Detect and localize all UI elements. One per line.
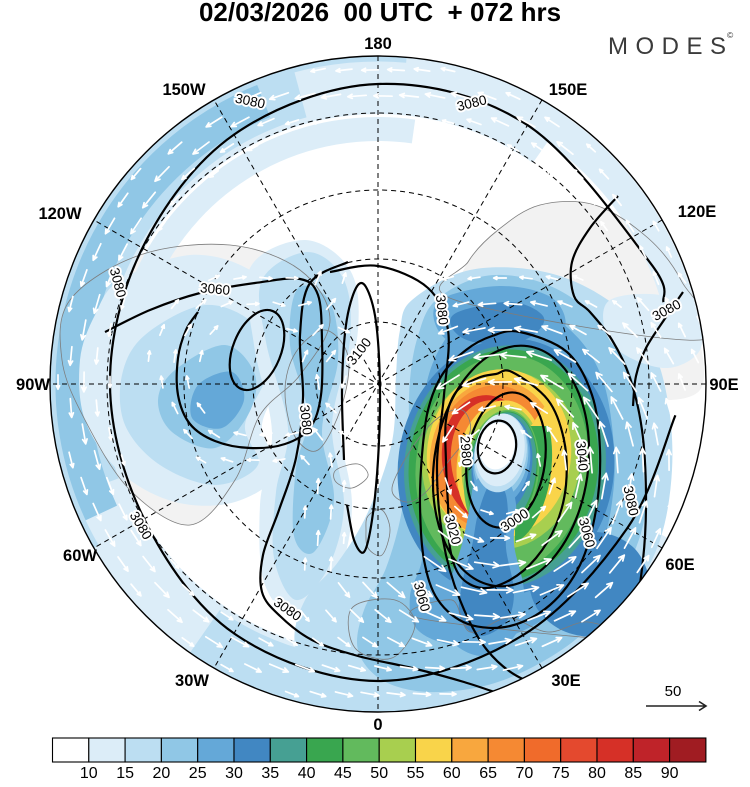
svg-text:120E: 120E — [678, 203, 717, 221]
svg-text:10: 10 — [80, 765, 98, 782]
svg-text:60: 60 — [443, 765, 461, 782]
svg-text:90: 90 — [661, 765, 679, 782]
svg-text:90W: 90W — [16, 376, 50, 394]
svg-text:3040: 3040 — [573, 440, 591, 471]
svg-text:50: 50 — [370, 765, 388, 782]
svg-text:85: 85 — [624, 765, 642, 782]
svg-text:80: 80 — [588, 765, 606, 782]
svg-text:65: 65 — [479, 765, 497, 782]
svg-text:150W: 150W — [162, 81, 206, 99]
svg-text:3060: 3060 — [199, 280, 230, 298]
svg-text:2980: 2980 — [457, 435, 474, 466]
svg-text:35: 35 — [261, 765, 279, 782]
svg-text:MODES: MODES — [608, 33, 734, 60]
svg-text:©: © — [727, 30, 734, 40]
svg-text:60W: 60W — [63, 547, 97, 565]
svg-text:40: 40 — [298, 765, 316, 782]
svg-text:25: 25 — [189, 765, 207, 782]
svg-text:50: 50 — [665, 683, 682, 700]
svg-text:60E: 60E — [665, 556, 694, 574]
svg-text:150E: 150E — [549, 81, 588, 99]
svg-text:55: 55 — [407, 765, 425, 782]
svg-text:3080: 3080 — [433, 294, 451, 325]
svg-text:120W: 120W — [38, 205, 82, 223]
svg-text:70: 70 — [516, 765, 534, 782]
svg-text:30: 30 — [225, 765, 243, 782]
svg-text:15: 15 — [116, 765, 134, 782]
svg-text:0: 0 — [373, 716, 382, 734]
svg-text:75: 75 — [552, 765, 570, 782]
svg-text:30W: 30W — [175, 672, 209, 690]
svg-text:180: 180 — [364, 35, 392, 53]
svg-text:90E: 90E — [709, 376, 738, 394]
svg-text:3080: 3080 — [297, 404, 315, 435]
svg-text:02/03/2026 00 UTC + 072 hrs: 02/03/2026 00 UTC + 072 hrs — [199, 0, 561, 27]
svg-text:20: 20 — [153, 765, 171, 782]
svg-text:45: 45 — [334, 765, 352, 782]
svg-text:30E: 30E — [551, 672, 580, 690]
